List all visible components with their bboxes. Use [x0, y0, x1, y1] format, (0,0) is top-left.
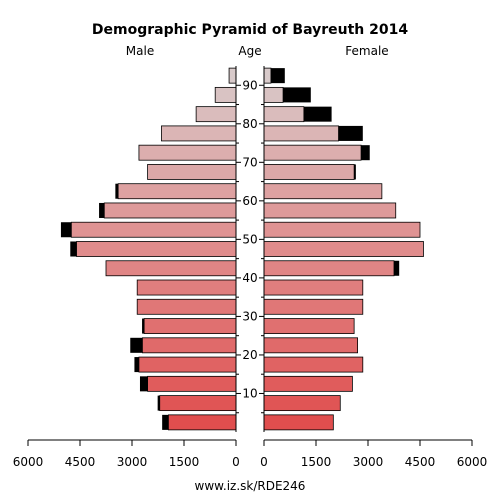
male-bar: [214, 86, 237, 103]
female-excess-bar: [338, 125, 363, 141]
male-bar: [105, 260, 237, 277]
female-bar: [263, 144, 362, 161]
male-x-tick-label: 1500: [169, 455, 200, 469]
female-bar: [263, 86, 284, 103]
male-bar: [161, 125, 237, 142]
chart-title: Demographic Pyramid of Bayreuth 2014: [92, 22, 408, 38]
male-bar: [159, 395, 237, 412]
female-x-tick-label: 3000: [353, 455, 384, 469]
female-bar: [263, 279, 364, 296]
source-caption: www.iz.sk/RDE246: [195, 479, 306, 493]
female-x-tick-label: 1500: [301, 455, 332, 469]
female-bar: [263, 414, 334, 431]
female-bar: [263, 375, 353, 392]
age-tick-label: 40: [242, 271, 257, 285]
male-bar: [76, 241, 237, 257]
male-excess-bar: [99, 202, 105, 218]
female-bar: [263, 395, 341, 412]
age-tick-label: 20: [242, 348, 257, 362]
age-tick-label: 30: [242, 309, 257, 323]
male-excess-bar: [70, 241, 77, 257]
male-x-tick-label: 3000: [117, 455, 148, 469]
female-bar: [263, 260, 395, 277]
male-bar: [103, 202, 237, 219]
age-tick-label: 80: [242, 117, 257, 131]
female-bar: [263, 106, 305, 123]
female-bar: [263, 125, 339, 142]
female-label: Female: [345, 44, 388, 58]
male-x-tick-label: 6000: [13, 455, 44, 469]
female-bar: [263, 318, 355, 334]
male-bar: [117, 183, 237, 200]
male-bar: [143, 318, 237, 334]
male-bar: [228, 67, 237, 84]
male-bar: [138, 356, 237, 373]
male-bar: [167, 414, 237, 431]
female-bar: [263, 241, 424, 257]
male-excess-bar: [142, 318, 145, 334]
female-bar: [263, 67, 272, 84]
female-bar: [263, 164, 355, 180]
female-x-tick-label: 6000: [457, 455, 488, 469]
male-bar: [141, 337, 237, 354]
male-excess-bar: [115, 183, 119, 199]
female-excess-bar: [303, 106, 332, 122]
male-excess-bar: [157, 395, 160, 411]
age-label: Age: [238, 44, 261, 58]
male-bar: [147, 375, 237, 392]
female-excess-bar: [283, 87, 311, 103]
female-bar: [263, 202, 397, 219]
male-bar: [136, 298, 237, 315]
female-excess-bar: [394, 260, 400, 276]
male-x-tick-label: 0: [232, 455, 240, 469]
female-excess-bar: [270, 68, 285, 84]
male-x-tick-label: 4500: [65, 455, 96, 469]
female-x-tick-label: 4500: [405, 455, 436, 469]
male-bar: [147, 164, 237, 180]
female-bar: [263, 337, 358, 354]
male-bar: [136, 279, 237, 296]
male-excess-bar: [134, 357, 139, 373]
female-excess-bar: [361, 145, 370, 161]
age-tick-label: 60: [242, 194, 257, 208]
female-bar: [263, 221, 421, 238]
female-bar: [263, 356, 364, 373]
male-bar: [138, 144, 237, 161]
age-tick-label: 90: [242, 78, 257, 92]
age-tick-label: 10: [242, 386, 257, 400]
male-label: Male: [126, 44, 154, 58]
age-tick-label: 50: [242, 232, 257, 246]
male-bars: [60, 67, 237, 431]
male-excess-bar: [139, 376, 148, 392]
male-excess-bar: [60, 222, 72, 238]
male-excess-bar: [162, 414, 169, 430]
female-x-tick-label: 0: [260, 455, 268, 469]
axes: 10 20 30 40 50 60 70 80 90 6000 4500 3000 1500 0 0 1500…: [13, 66, 488, 469]
female-bar: [263, 298, 364, 315]
female-bars: [263, 67, 424, 431]
female-bar: [263, 183, 383, 200]
male-bar: [195, 106, 237, 123]
age-tick-label: 70: [242, 155, 257, 169]
male-excess-bar: [130, 337, 143, 353]
female-excess-bar: [354, 164, 356, 180]
male-bar: [70, 221, 237, 238]
